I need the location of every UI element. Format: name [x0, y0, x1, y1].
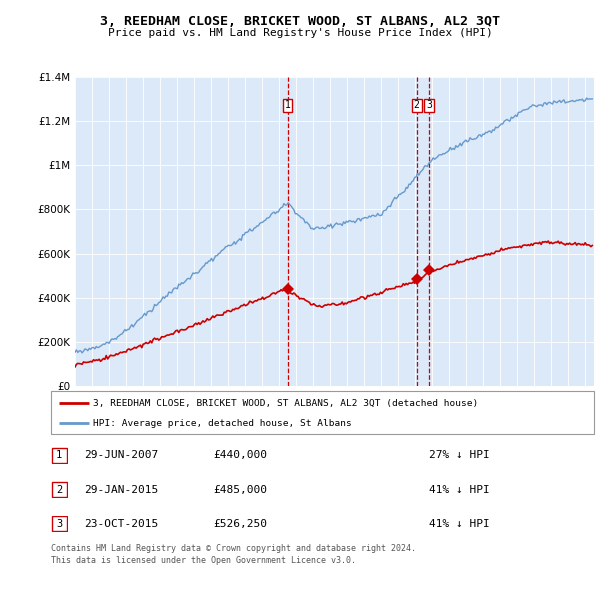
Text: HPI: Average price, detached house, St Albans: HPI: Average price, detached house, St A… — [94, 418, 352, 428]
Text: 3, REEDHAM CLOSE, BRICKET WOOD, ST ALBANS, AL2 3QT (detached house): 3, REEDHAM CLOSE, BRICKET WOOD, ST ALBAN… — [94, 399, 479, 408]
FancyBboxPatch shape — [52, 482, 67, 497]
FancyBboxPatch shape — [52, 448, 67, 463]
Text: 41% ↓ HPI: 41% ↓ HPI — [429, 519, 490, 529]
FancyBboxPatch shape — [52, 516, 67, 532]
Text: 41% ↓ HPI: 41% ↓ HPI — [429, 485, 490, 494]
Text: 27% ↓ HPI: 27% ↓ HPI — [429, 451, 490, 460]
Text: 1: 1 — [56, 451, 62, 460]
Text: 23-OCT-2015: 23-OCT-2015 — [84, 519, 158, 529]
Text: This data is licensed under the Open Government Licence v3.0.: This data is licensed under the Open Gov… — [51, 556, 356, 565]
Text: 3: 3 — [56, 519, 62, 529]
Text: £440,000: £440,000 — [213, 451, 267, 460]
Text: 3: 3 — [426, 100, 432, 110]
FancyBboxPatch shape — [51, 391, 594, 434]
Text: £485,000: £485,000 — [213, 485, 267, 494]
Text: 2: 2 — [56, 485, 62, 494]
Text: 29-JUN-2007: 29-JUN-2007 — [84, 451, 158, 460]
Text: 2: 2 — [414, 100, 419, 110]
Text: 1: 1 — [284, 100, 290, 110]
Text: Contains HM Land Registry data © Crown copyright and database right 2024.: Contains HM Land Registry data © Crown c… — [51, 544, 416, 553]
Text: Price paid vs. HM Land Registry's House Price Index (HPI): Price paid vs. HM Land Registry's House … — [107, 28, 493, 38]
Text: 29-JAN-2015: 29-JAN-2015 — [84, 485, 158, 494]
Text: £526,250: £526,250 — [213, 519, 267, 529]
Text: 3, REEDHAM CLOSE, BRICKET WOOD, ST ALBANS, AL2 3QT: 3, REEDHAM CLOSE, BRICKET WOOD, ST ALBAN… — [100, 15, 500, 28]
